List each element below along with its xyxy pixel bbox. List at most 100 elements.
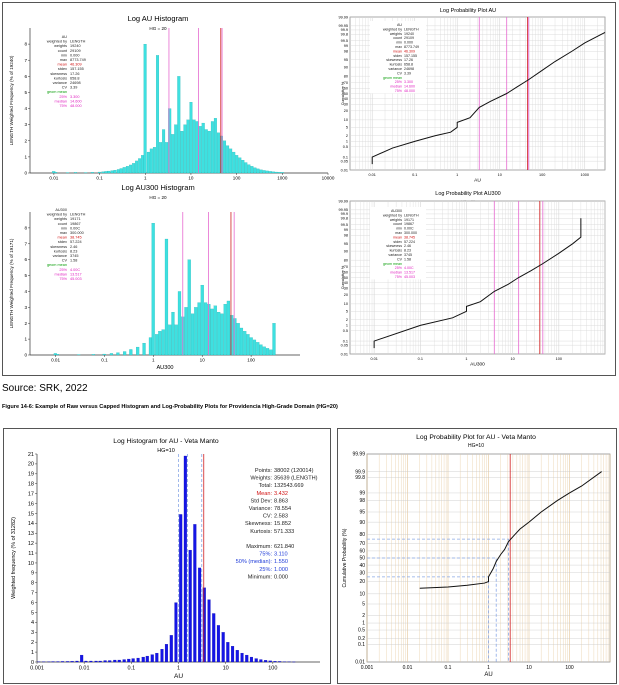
stat-value: 571.333: [274, 529, 294, 535]
stat-label: AU: [62, 35, 68, 39]
stat-label: CV: [397, 71, 403, 75]
y-axis-label: Cumulative Probability (%): [342, 528, 348, 587]
stat-label: Std Dev:: [251, 498, 273, 504]
y-tick-label: 1: [346, 324, 348, 328]
y-tick-label: 99.8: [341, 217, 348, 221]
x-tick-label: 0.1: [96, 176, 103, 181]
y-tick-label: 18: [28, 482, 34, 488]
histogram-bar: [136, 657, 140, 663]
x-tick-label: 0.1: [101, 358, 108, 363]
x-tick-label: 1000: [580, 173, 588, 177]
y-tick-label: 13: [28, 531, 34, 537]
y-tick-label: 2: [31, 640, 34, 646]
histogram-bar: [116, 352, 120, 356]
stat-label: max: [60, 58, 67, 62]
stat-label: Points:: [255, 468, 273, 474]
histogram-bar: [171, 134, 175, 174]
y-tick-label: 7: [24, 241, 27, 246]
histogram-bar: [273, 661, 277, 663]
y-tick-label: 5: [346, 126, 348, 130]
histogram-bar: [197, 302, 201, 356]
y-axis-label: Cumulative %: [341, 265, 345, 289]
stat-label: min: [396, 227, 402, 231]
stat-label: median: [55, 272, 67, 276]
y-tick-label: 99: [359, 491, 365, 497]
stat-label: weighted by: [383, 27, 402, 31]
x-tick-label: 10: [188, 176, 194, 181]
y-tick-label: 90: [344, 249, 348, 253]
chart-subtitle: HG=10: [468, 443, 484, 449]
histogram-bar: [122, 167, 126, 174]
y-tick-label: 0.1: [343, 339, 348, 343]
stat-value: 78.554: [274, 506, 291, 512]
histogram-bar: [108, 660, 112, 663]
histogram-bar: [226, 145, 230, 174]
y-tick-label: 10: [28, 561, 34, 567]
histogram-bar: [145, 655, 149, 663]
y-tick-label: 6: [24, 257, 27, 262]
histogram-bar: [188, 549, 192, 663]
x-tick-label: 10: [498, 173, 502, 177]
stat-value: 300.000: [70, 231, 84, 235]
y-tick-label: 7: [24, 58, 27, 63]
y-tick-label: 1: [362, 621, 365, 627]
stat-value: 14.600: [404, 85, 415, 89]
x-tick-label: 100: [247, 358, 255, 363]
y-tick-label: 99.5: [341, 223, 348, 227]
histogram-bar: [70, 661, 74, 663]
stat-label: max: [395, 45, 402, 49]
stat-value: 24698: [70, 81, 81, 85]
histogram-bar: [264, 660, 268, 663]
stat-value: 8.863: [274, 498, 288, 504]
stat-label: CV:: [263, 514, 273, 520]
histogram-bar: [54, 172, 58, 174]
x-tick-label: 10: [223, 666, 229, 672]
y-tick-label: 3: [24, 122, 27, 127]
stat-value: LENGTH: [404, 27, 419, 31]
y-tick-label: 0.5: [343, 329, 348, 333]
stat-label: Weights:: [250, 476, 272, 482]
y-tick-label: 2: [346, 318, 348, 322]
y-tick-label: 5: [24, 90, 27, 95]
y-tick-label: 15: [28, 511, 34, 517]
y-tick-label: 95: [359, 510, 365, 516]
stat-label: AU300: [55, 208, 67, 212]
histogram-bar: [187, 259, 191, 356]
histogram-bar: [149, 148, 153, 174]
x-tick-label: 0.1: [128, 666, 136, 672]
histogram-bar: [241, 160, 245, 174]
histogram-bar: [136, 346, 140, 356]
stat-label: median: [390, 271, 402, 275]
x-tick-label: 0.1: [418, 357, 423, 361]
histogram-bar: [240, 652, 244, 663]
y-tick-label: 20: [344, 293, 348, 297]
x-tick-label: 100: [233, 176, 241, 181]
stat-value: 13.517: [70, 272, 82, 276]
histogram-bar: [235, 650, 239, 663]
x-tick-label: 10: [511, 357, 515, 361]
histogram-bar: [169, 635, 173, 663]
histogram-bar: [262, 170, 266, 174]
x-tick-label: 100: [268, 666, 277, 672]
histogram-bar: [131, 658, 135, 663]
histogram-bar: [162, 129, 166, 174]
y-tick-label: 8: [31, 581, 34, 587]
stat-label: geom mean: [383, 262, 402, 266]
y-axis-label: LENGTH Weighted Frequency (% of 19240): [9, 55, 14, 145]
histogram-bar: [94, 660, 98, 663]
y-tick-label: 99.95: [338, 24, 348, 28]
histogram-bar: [253, 167, 257, 174]
stat-value: 2.46: [70, 245, 77, 249]
stat-label: min: [61, 226, 67, 230]
histogram-bar: [213, 305, 217, 356]
stat-label: 75%: [59, 277, 67, 281]
stat-value: 8.23: [404, 249, 411, 253]
histogram-bar: [265, 348, 270, 356]
stat-value: 19867: [70, 222, 81, 226]
y-tick-label: 99.9: [355, 469, 365, 475]
stat-label: min: [61, 53, 67, 57]
stat-value: 24698: [404, 67, 414, 71]
histogram-bar: [265, 170, 269, 174]
histogram-bar: [210, 121, 214, 174]
